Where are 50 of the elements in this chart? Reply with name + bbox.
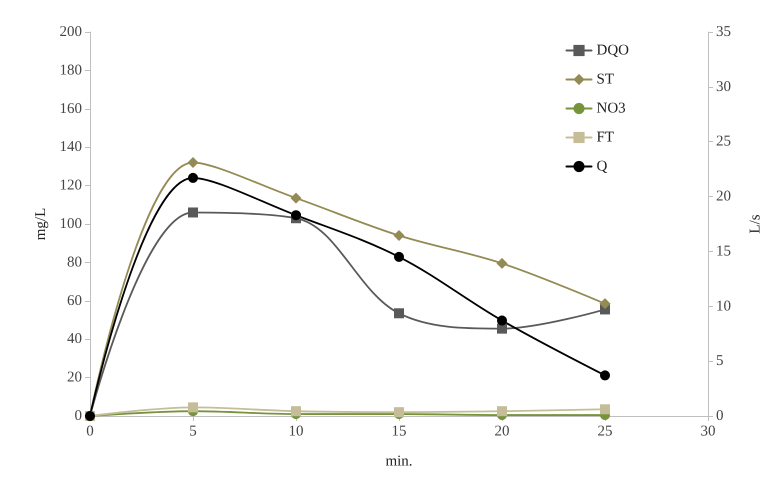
point	[394, 308, 404, 318]
y-tick-label: 140	[60, 139, 82, 156]
legend-label: Q	[596, 158, 608, 174]
y2-tick-label: 25	[716, 134, 731, 150]
y2-tick-label: 35	[716, 24, 731, 40]
y-tick-label: 40	[67, 331, 82, 348]
y2-tick-label: 0	[716, 408, 724, 424]
point	[188, 207, 198, 218]
y2-tick-label: 10	[716, 298, 731, 314]
x-axis-title: min.	[385, 454, 413, 470]
point	[497, 406, 507, 416]
x-tick-label: 0	[86, 424, 94, 440]
legend-label: NO3	[596, 100, 626, 116]
x-tick-label: 30	[700, 424, 716, 440]
x-tick-label: 25	[598, 424, 612, 440]
point	[600, 404, 610, 414]
y-tick-label: 200	[60, 24, 82, 40]
point	[291, 210, 301, 220]
y-tick-label: 0	[74, 408, 82, 424]
y-axis-title: mg/L	[33, 208, 50, 240]
point	[600, 370, 610, 380]
point	[394, 252, 404, 262]
x-tick-label: 15	[392, 424, 406, 440]
y-tick-label: 160	[60, 100, 82, 117]
point	[188, 157, 198, 168]
y2-tick-label: 20	[716, 188, 731, 205]
point	[290, 192, 302, 204]
y-tick-label: 20	[67, 370, 82, 386]
legend-label: DQO	[596, 42, 630, 58]
x-tick-label: 5	[189, 424, 197, 440]
point	[497, 316, 507, 326]
point	[188, 402, 198, 412]
x-tick-label: 20	[494, 424, 510, 440]
point	[291, 406, 301, 416]
point	[496, 258, 508, 269]
point	[394, 230, 404, 242]
x-tick-label: 10	[288, 424, 304, 440]
y-tick-label: 80	[67, 254, 82, 270]
y-tick-label: 180	[60, 62, 82, 78]
y2-tick-label: 30	[716, 78, 731, 95]
y-tick-label: 100	[60, 216, 82, 232]
point	[600, 298, 610, 310]
legend-label: ST	[596, 72, 614, 88]
y-tick-label: 60	[67, 292, 82, 309]
y-tick-label: 120	[60, 178, 82, 194]
y2-axis-title: L/s	[748, 214, 764, 234]
y2-tick-label: 15	[716, 243, 731, 260]
legend-label: FT	[596, 130, 614, 146]
y2-tick-label: 5	[716, 353, 724, 370]
point	[188, 172, 198, 183]
